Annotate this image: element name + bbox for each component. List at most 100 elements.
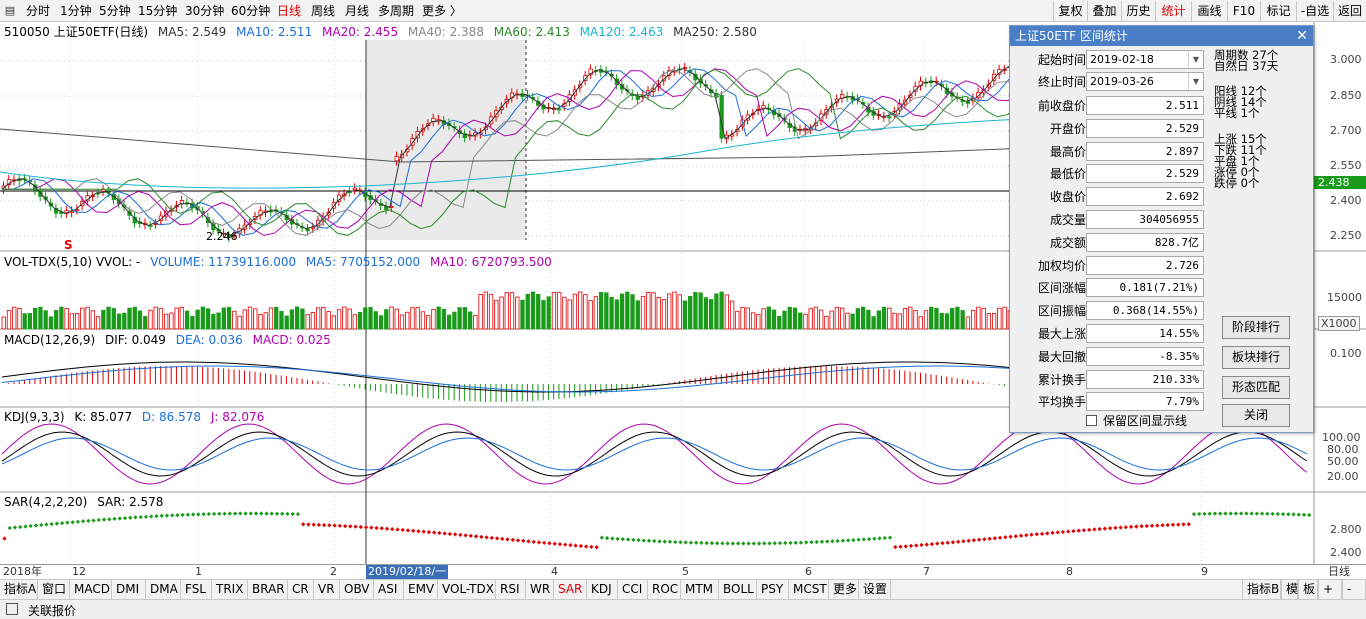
sar-dot [1050,530,1055,536]
linked-quote-label[interactable]: 关联报价 [28,604,77,618]
indicator-tab-11[interactable]: ASI [374,580,404,599]
candle-body [310,226,316,229]
window-icon[interactable] [6,603,18,615]
indicator-tab-1[interactable]: 窗口 [38,580,70,599]
toolbar-button-4[interactable]: 画线 [1191,1,1227,21]
sar-dot [426,529,432,535]
indicator-tab-19[interactable]: ROC [648,580,681,599]
sar-axis-label: 2.400 [1330,546,1362,559]
period-1[interactable]: 1分钟 [60,4,92,18]
sar-dot [956,539,961,544]
sar-dot [636,538,641,543]
sar-dot [715,541,720,546]
period-3[interactable]: 15分钟 [138,4,178,18]
toolbar-button-7[interactable]: -自选 [1296,1,1333,21]
right-tab-4[interactable]: - [1342,580,1366,599]
indicator-tab-24[interactable]: 更多 [829,580,859,599]
toolbar-button-0[interactable]: 复权 [1053,1,1087,21]
kdj-axis-label: 100.00 [1322,431,1361,444]
sar-dot [1155,523,1160,528]
right-tab-3[interactable]: + [1318,580,1342,599]
toolbar-button-5[interactable]: F10 [1227,1,1260,21]
pattern-match-button[interactable]: 形态匹配 [1222,376,1290,399]
stat-row-label: 累计换手 [1037,372,1086,387]
sar-dot [379,526,384,531]
indicator-tab-0[interactable]: 指标A [0,580,38,599]
indicator-tab-15[interactable]: WR [526,580,554,599]
sar-dot [154,514,159,519]
indicator-tab-7[interactable]: BRAR [248,580,288,599]
toolbar-button-1[interactable]: 叠加 [1087,1,1121,21]
volume-bar [211,313,216,330]
indicator-tab-6[interactable]: TRIX [212,580,248,599]
indicator-tab-16[interactable]: SAR [554,580,587,599]
end-time-select[interactable]: 2019-03-26 ▼ [1086,72,1204,91]
toolbar-button-6[interactable]: 标记 [1260,1,1296,21]
indicator-tab-23[interactable]: MCST [789,580,829,599]
volume-bar [274,306,279,330]
indicator-tab-3[interactable]: DMI [112,580,146,599]
sar-dot [940,541,945,546]
volume-bar [33,307,38,330]
toolbar-button-3[interactable]: 统计 [1155,1,1191,21]
sar-dot [75,519,80,524]
indicator-tab-9[interactable]: VR [314,580,340,599]
period-8[interactable]: 月线 [345,4,370,18]
sar-dot [133,515,138,520]
period-6[interactable]: 日线 [277,4,302,18]
stage-ranking-button[interactable]: 阶段排行 [1222,316,1290,339]
indicator-tab-10[interactable]: OBV [340,580,374,599]
indicator-tab-5[interactable]: FSL [181,580,212,599]
sar-dot [395,527,400,532]
toolbar-button-2[interactable]: 历史 [1121,1,1155,21]
right-tab-2[interactable]: 板 [1298,580,1318,599]
sar-dot [232,511,238,516]
sar-dot [143,514,149,519]
indicator-tab-4[interactable]: DMA [146,580,181,599]
period-5[interactable]: 60分钟 [231,4,271,18]
indicator-tab-8[interactable]: CR [288,580,314,599]
right-tab-0[interactable]: 指标B [1242,580,1281,599]
sar-dot [830,539,835,544]
right-tab-1[interactable]: 模 [1281,580,1298,599]
close-button[interactable]: 关闭 [1222,404,1290,427]
toolbar-menu-icon[interactable]: ▤ [4,4,16,17]
volume-bar [179,306,185,330]
indicator-tab-18[interactable]: CCI [618,580,648,599]
sar-dot [919,542,924,548]
keep-interval-checkbox[interactable] [1086,415,1097,426]
toolbar-button-8[interactable]: 返回 [1333,1,1366,21]
volume-bar [651,292,656,330]
volume-bar [588,300,593,330]
sector-ranking-button[interactable]: 板块排行 [1222,346,1290,369]
period-4[interactable]: 30分钟 [185,4,225,18]
sar-dot [332,523,337,528]
indicator-tab-13[interactable]: VOL-TDX [438,580,496,599]
volume-bar [394,308,399,330]
candle-body [415,130,420,139]
sar-dot [835,538,840,544]
start-time-select[interactable]: 2019-02-18 ▼ [1086,50,1204,69]
indicator-tab-12[interactable]: EMV [404,580,438,599]
dropdown-arrow-icon[interactable]: ▼ [1188,73,1203,90]
period-7[interactable]: 周线 [311,4,336,18]
period-9[interactable]: 多周期 [378,4,415,18]
indicator-tab-25[interactable]: 设置 [859,580,891,599]
period-2[interactable]: 5分钟 [99,4,131,18]
indicator-tab-22[interactable]: PSY [757,580,789,599]
indicator-tab-2[interactable]: MACD [70,580,112,599]
sar-dot [756,541,762,546]
indicator-tab-17[interactable]: KDJ [587,580,618,599]
sar-dot [1055,530,1060,535]
period-10[interactable]: 更多 〉 [422,4,462,18]
indicator-tab-20[interactable]: MTM [681,580,719,599]
indicator-tab-21[interactable]: BOLL [719,580,757,599]
stat-row-label: 前收盘价 [1037,99,1086,113]
close-icon[interactable]: ✕ [1296,28,1308,44]
sar-dot [694,540,699,545]
period-0[interactable]: 分时 [26,4,51,18]
volume-bar [216,312,221,330]
indicator-tab-14[interactable]: RSI [496,580,526,599]
candle-body [315,219,321,227]
dropdown-arrow-icon[interactable]: ▼ [1188,51,1203,68]
